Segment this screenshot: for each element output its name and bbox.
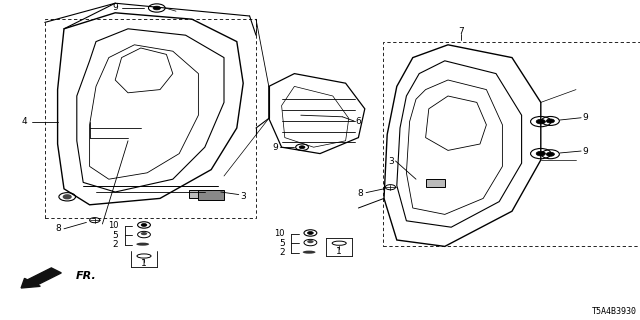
Circle shape [536, 151, 545, 156]
Text: 9: 9 [113, 4, 118, 12]
Text: 4: 4 [22, 117, 27, 126]
Text: 5: 5 [279, 239, 285, 248]
Text: 9: 9 [582, 113, 588, 122]
Circle shape [547, 152, 554, 156]
Text: FR.: FR. [76, 271, 96, 281]
Text: 6: 6 [355, 117, 361, 126]
Bar [383, 42, 640, 246]
Text: 10: 10 [108, 221, 118, 230]
Circle shape [153, 6, 161, 10]
Text: 3: 3 [388, 157, 394, 166]
Circle shape [307, 232, 314, 234]
Text: 2: 2 [113, 240, 118, 249]
Bar [45, 19, 256, 218]
Text: 3: 3 [240, 192, 246, 201]
Bar [198, 190, 224, 200]
Text: 10: 10 [275, 229, 285, 238]
Circle shape [141, 223, 147, 227]
Ellipse shape [136, 243, 149, 246]
Circle shape [300, 146, 305, 148]
Bar [426, 179, 445, 187]
FancyArrow shape [21, 268, 61, 288]
Ellipse shape [303, 251, 316, 254]
Text: 5: 5 [113, 231, 118, 240]
Text: 2: 2 [279, 248, 285, 257]
Circle shape [547, 119, 554, 123]
Text: 9: 9 [273, 143, 278, 152]
Text: 8: 8 [55, 224, 61, 233]
Text: 1: 1 [141, 260, 147, 268]
Circle shape [63, 195, 71, 199]
Circle shape [307, 240, 314, 243]
Bar [189, 190, 211, 198]
Text: 7: 7 [458, 28, 463, 36]
Text: 9: 9 [582, 147, 588, 156]
Text: 8: 8 [358, 189, 364, 198]
Text: 1: 1 [337, 247, 342, 256]
Circle shape [536, 119, 545, 124]
Text: T5A4B3930: T5A4B3930 [592, 308, 637, 316]
Circle shape [141, 232, 147, 235]
